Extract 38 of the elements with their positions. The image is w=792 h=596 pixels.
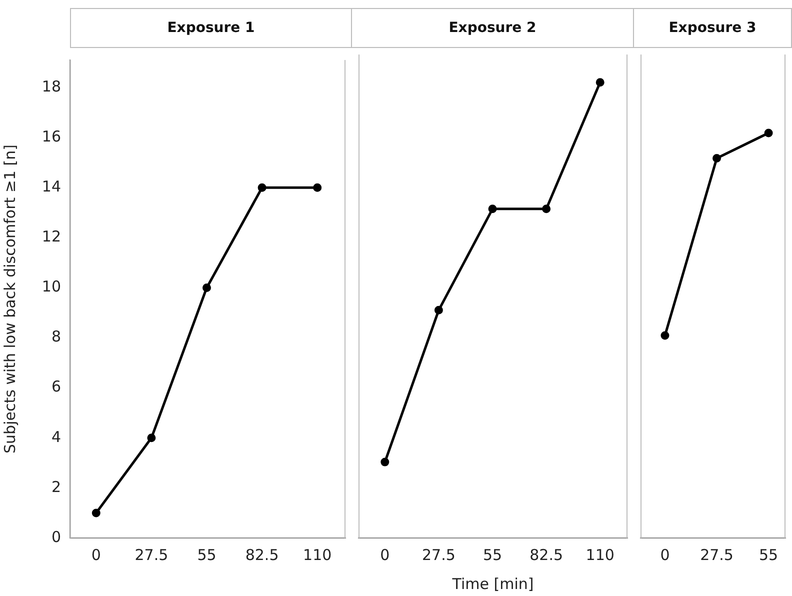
x-axis-title: Time [min] (451, 574, 534, 593)
x-tick-label: 27.5 (700, 546, 734, 564)
point (313, 183, 322, 192)
x-tick-label: 110 (586, 546, 614, 564)
chart-title: Exposure 1 (70, 8, 352, 48)
y-tick-label: 4 (51, 428, 61, 446)
point (596, 78, 604, 87)
x-tick-label: 55 (197, 546, 216, 564)
point (258, 183, 266, 192)
x-tick-label: 27.5 (422, 546, 456, 564)
y-tick-label: 6 (51, 378, 61, 396)
x-tick-label: 0 (380, 546, 390, 564)
y-tick-label: 14 (42, 178, 61, 196)
x-tick-label: 82.5 (245, 546, 279, 564)
x-tick-label: 110 (303, 546, 332, 564)
x-tick-label: 0 (660, 546, 670, 564)
y-tick-label: 18 (42, 77, 61, 96)
chart-title: Exposure 2 (352, 8, 634, 48)
point (147, 434, 156, 442)
x-tick-label: 55 (482, 546, 502, 564)
y-tick-label: 12 (42, 228, 61, 246)
x-tick-label: 55 (759, 546, 778, 564)
x-tick-label: 82.5 (530, 546, 564, 564)
y-axis-title: Subjects with low back discomfort ≥1 [n] (0, 144, 19, 454)
point (488, 204, 497, 214)
x-tick-label: 0 (91, 546, 101, 564)
y-tick-label: 0 (51, 528, 61, 546)
y-tick-label: 2 (51, 478, 61, 496)
point (92, 508, 100, 518)
point (202, 283, 211, 292)
y-tick-label: 8 (51, 328, 61, 346)
chart-title: Exposure 3 (634, 8, 792, 48)
point (380, 458, 390, 466)
x-tick-label: 27.5 (134, 546, 168, 564)
point (542, 204, 551, 214)
y-tick-label: 10 (42, 278, 61, 296)
y-tick-label: 16 (42, 127, 61, 146)
point (434, 306, 443, 314)
